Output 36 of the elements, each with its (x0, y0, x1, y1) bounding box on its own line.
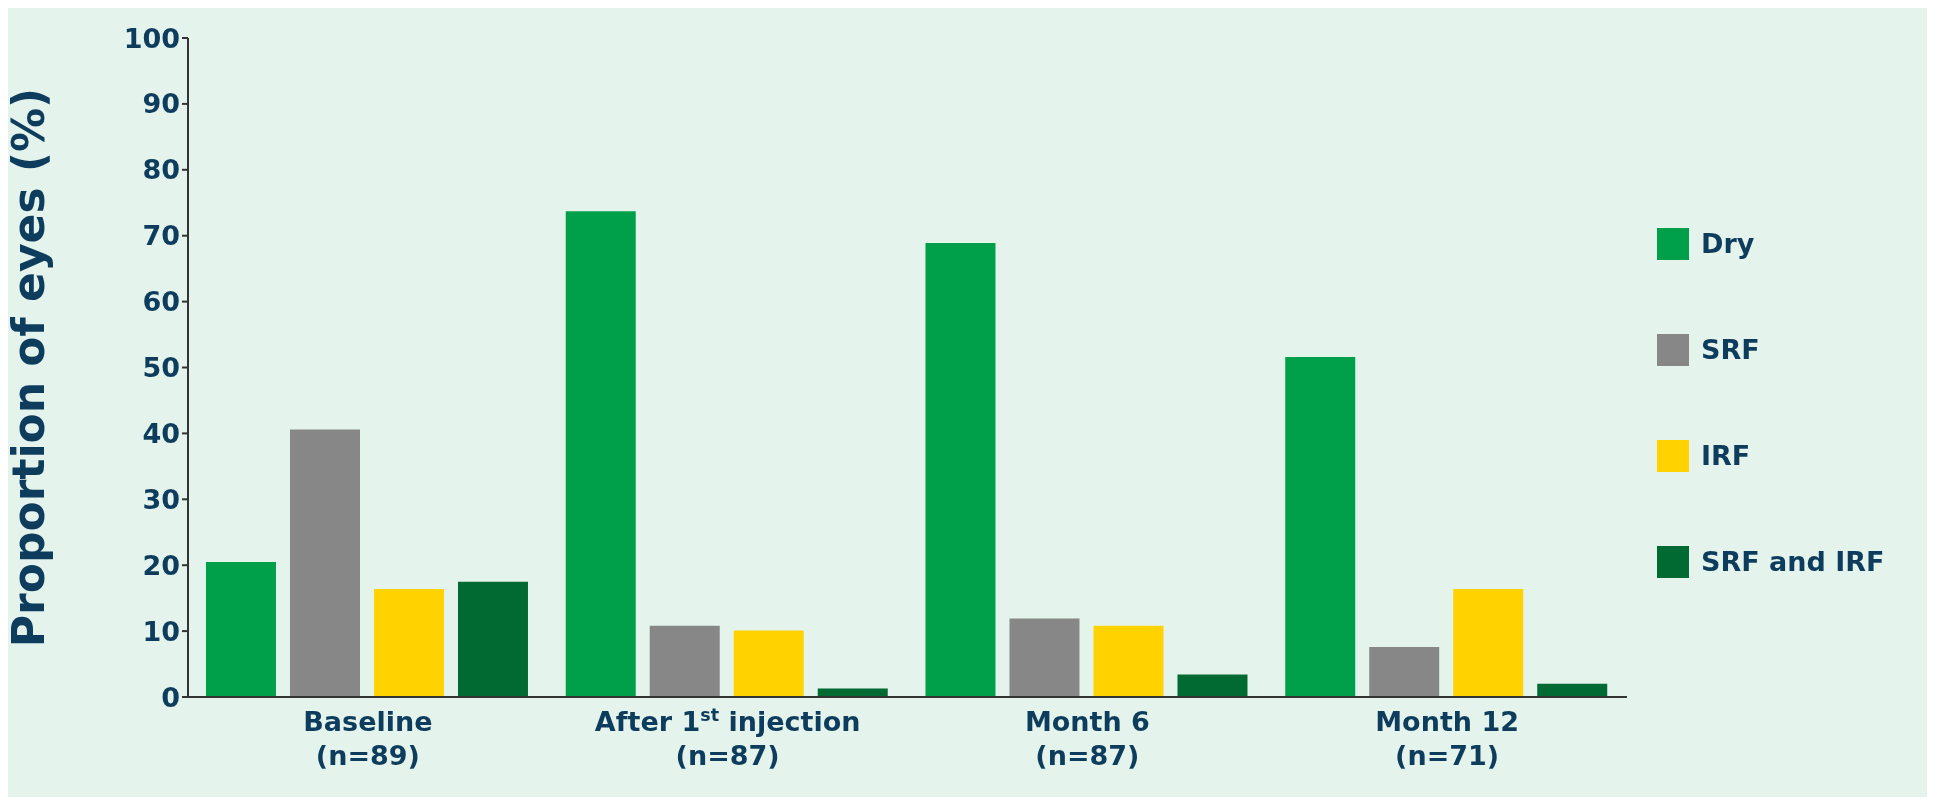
bar (373, 588, 444, 697)
y-tick-label: 10 (142, 615, 180, 647)
bar (1537, 683, 1608, 697)
x-tick-label: Month 6 (n=87) (1024, 706, 1150, 771)
bar (925, 242, 996, 697)
bar (1285, 356, 1356, 697)
legend-label: IRF (1701, 440, 1751, 471)
x-tick-label: Baseline (n=89) (303, 706, 433, 771)
bar (733, 630, 804, 697)
x-tick-label: After 1$^{st}$ injection (n=87) (594, 705, 861, 771)
y-tick-label: 80 (142, 154, 180, 186)
y-tick-label: 20 (142, 549, 180, 581)
bar (1009, 618, 1080, 697)
legend-label: Dry (1701, 228, 1755, 259)
y-tick-label: 0 (161, 681, 180, 713)
bar (1177, 674, 1248, 697)
bar (205, 561, 276, 697)
y-tick-label: 70 (142, 220, 180, 252)
y-tick-label: 50 (142, 352, 180, 384)
bar (565, 211, 636, 697)
bar (1093, 625, 1164, 697)
legend-label: SRF and IRF (1701, 546, 1885, 577)
legend-label: SRF (1701, 334, 1760, 365)
bar (1453, 588, 1524, 697)
bar (289, 429, 360, 697)
bar (1369, 646, 1440, 697)
y-tick-label: 100 (123, 22, 180, 54)
y-tick-label: 40 (142, 417, 180, 449)
bar (817, 688, 888, 697)
bar (649, 625, 720, 697)
bar (457, 581, 528, 697)
y-tick-label: 90 (142, 88, 180, 120)
y-tick-label: 30 (142, 483, 180, 515)
y-tick-label: 60 (142, 286, 180, 318)
y-axis-title: Proportion of eyes (%) (2, 87, 54, 648)
x-tick-label: Month 12 (n=71) (1375, 706, 1519, 771)
